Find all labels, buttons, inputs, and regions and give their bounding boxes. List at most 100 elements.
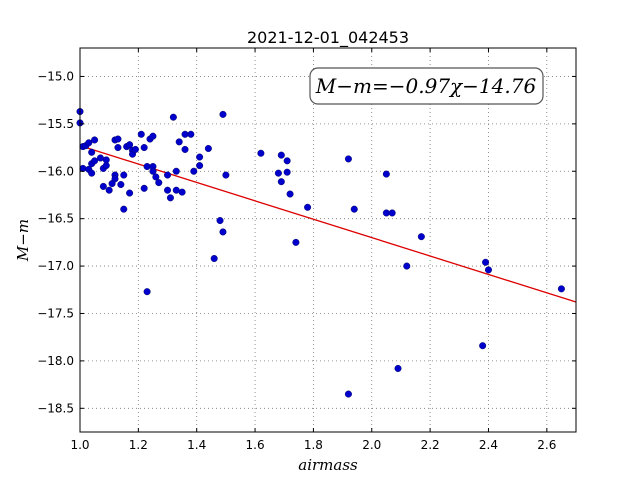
data-point — [175, 138, 183, 146]
data-point — [181, 130, 189, 138]
data-point — [149, 167, 157, 175]
y-tick-label: −17.5 — [37, 306, 74, 320]
y-tick-labels: −15.0 −15.5 −16.0 −16.5 −17.0 −17.5 −18.0 −18.5 — [37, 69, 74, 415]
x-axis-label: airmass — [298, 456, 358, 474]
data-point — [155, 179, 163, 187]
data-point — [210, 254, 218, 262]
data-point — [350, 205, 358, 213]
x-tick-label: 2.4 — [479, 438, 498, 452]
data-point — [304, 203, 312, 211]
data-point — [403, 262, 411, 270]
data-point — [172, 167, 180, 175]
data-point — [91, 157, 99, 165]
data-point — [152, 173, 160, 181]
data-point — [91, 136, 99, 144]
data-point — [222, 171, 230, 179]
data-point — [117, 181, 125, 189]
data-point — [140, 144, 148, 152]
data-point — [79, 164, 87, 172]
data-point — [219, 228, 227, 236]
data-points — [76, 108, 565, 398]
data-point — [196, 162, 204, 170]
axis-ticks — [79, 48, 576, 432]
fit-annotation: M−m=−0.97χ−14.76 — [309, 67, 544, 105]
x-tick-label: 1.2 — [129, 438, 148, 452]
data-point — [274, 169, 282, 177]
x-tick-label: 1.0 — [70, 438, 89, 452]
data-point — [102, 156, 110, 164]
data-point — [277, 178, 285, 186]
data-point — [283, 168, 291, 176]
data-point — [382, 209, 390, 217]
x-tick-label: 2.0 — [362, 438, 381, 452]
data-point — [482, 258, 490, 266]
data-point — [292, 238, 300, 246]
data-point — [114, 135, 122, 143]
data-point — [105, 186, 113, 194]
y-tick-label: −18.5 — [37, 401, 74, 415]
data-point — [164, 171, 172, 179]
data-point — [140, 184, 148, 192]
data-point — [131, 145, 139, 153]
x-tick-label: 2.2 — [421, 438, 440, 452]
annotation-box — [309, 67, 544, 105]
data-point — [114, 144, 122, 152]
x-tick-labels: 1.0 1.2 1.4 1.6 1.8 2.0 2.2 2.4 2.6 — [70, 438, 556, 452]
data-point — [99, 182, 107, 190]
y-tick-label: −15.0 — [37, 69, 74, 83]
data-point — [257, 149, 265, 157]
data-point — [417, 233, 425, 241]
data-point — [181, 145, 189, 153]
data-point — [166, 194, 174, 202]
data-point — [344, 155, 352, 163]
data-point — [178, 188, 186, 196]
data-point — [88, 148, 96, 156]
data-point — [394, 364, 402, 372]
data-point — [164, 186, 172, 194]
data-point — [216, 217, 224, 225]
data-point — [120, 205, 128, 213]
data-point — [344, 390, 352, 398]
y-tick-label: −17.0 — [37, 259, 74, 273]
data-point — [388, 209, 396, 217]
data-point — [143, 288, 151, 296]
data-point — [88, 169, 96, 177]
data-point — [120, 171, 128, 179]
data-point — [479, 342, 487, 350]
y-tick-label: −16.5 — [37, 212, 74, 226]
data-point — [382, 170, 390, 178]
fit-equation: M−m=−0.97χ−14.76 — [315, 74, 537, 98]
data-point — [190, 167, 198, 175]
data-point — [143, 163, 151, 171]
data-point — [172, 186, 180, 194]
data-point — [85, 139, 93, 147]
data-point — [126, 141, 134, 149]
data-point — [149, 132, 157, 140]
y-tick-label: −16.0 — [37, 164, 74, 178]
data-point — [283, 157, 291, 165]
data-point — [277, 151, 285, 159]
plot-frame — [79, 47, 577, 433]
x-tick-label: 1.8 — [304, 438, 323, 452]
chart-title: 2021-12-01_042453 — [247, 28, 409, 48]
data-point — [137, 130, 145, 138]
data-point — [96, 154, 104, 162]
data-point — [204, 145, 212, 153]
y-tick-label: −18.0 — [37, 354, 74, 368]
x-tick-label: 2.6 — [537, 438, 556, 452]
grid-lines — [79, 48, 576, 432]
y-axis-label: M−m — [14, 219, 32, 262]
data-point — [111, 175, 119, 183]
x-tick-label: 1.4 — [187, 438, 206, 452]
data-point — [169, 113, 177, 121]
data-point — [484, 266, 492, 274]
y-tick-label: −15.5 — [37, 117, 74, 131]
x-tick-label: 1.6 — [246, 438, 265, 452]
data-point — [187, 130, 195, 138]
data-point — [219, 110, 227, 118]
data-point — [126, 189, 134, 197]
data-point — [557, 285, 565, 293]
data-point — [286, 190, 294, 198]
data-point — [196, 153, 204, 161]
